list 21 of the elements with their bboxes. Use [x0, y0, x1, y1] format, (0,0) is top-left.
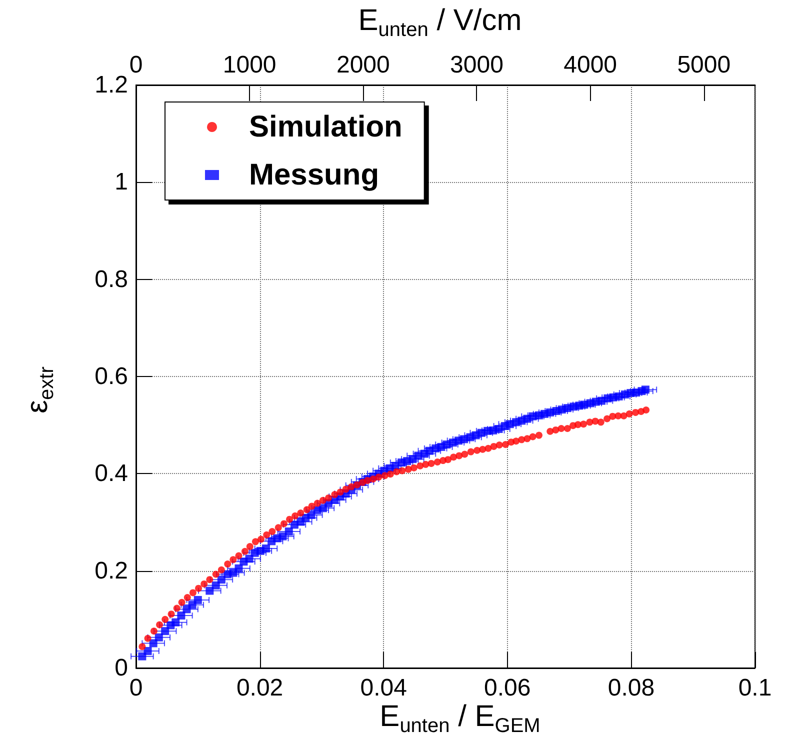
legend-label: Simulation — [249, 110, 402, 144]
legend-label: Messung — [249, 158, 380, 192]
x2-tick-label: 5000 — [677, 52, 731, 78]
x-axis-title: E$_{unten}$ / E$_{GEM}$ — [380, 700, 540, 737]
x-tick-label: 0.02 — [236, 674, 284, 702]
y-tick-label: 0.2 — [94, 557, 128, 584]
x-tick-label: 0.06 — [484, 674, 531, 702]
x2-tick-label: 2000 — [336, 52, 390, 78]
y-tick-label: 0.6 — [94, 363, 128, 390]
x2-tick-label: 3000 — [450, 52, 504, 78]
x-tick-label: 0.04 — [360, 674, 407, 702]
x-tick-label: 0.08 — [608, 674, 655, 702]
y-tick-label: 1.2 — [94, 72, 128, 98]
x-tick-label: 0.1 — [738, 674, 772, 702]
x2-axis-title: E$_{unten}$ / V/cm — [358, 4, 522, 41]
x2-tick-label: 1000 — [222, 52, 276, 78]
x2-tick-label: 4000 — [564, 52, 618, 78]
y-tick-label: 0 — [114, 654, 128, 682]
y-tick-label: 0.8 — [94, 266, 128, 293]
y-tick-label: 1 — [114, 168, 128, 196]
y-tick-label: 0.4 — [94, 460, 128, 488]
